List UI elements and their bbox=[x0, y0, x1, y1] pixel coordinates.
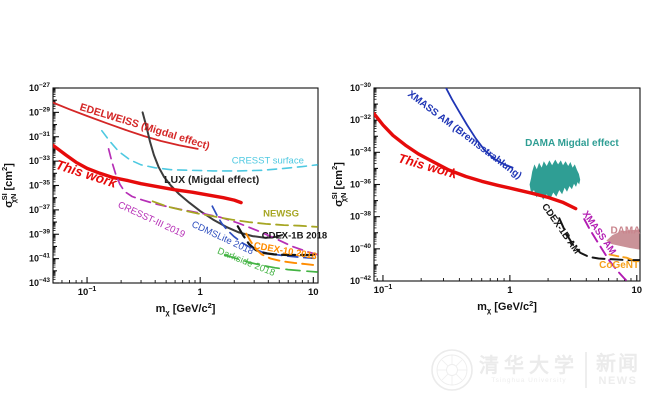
series-cdex-1b-am bbox=[558, 217, 640, 262]
series-this-work-right bbox=[374, 112, 578, 211]
y-tick-label: 10−39 bbox=[29, 228, 50, 239]
series bbox=[53, 101, 318, 273]
y-tick-label: 10−36 bbox=[350, 179, 371, 190]
y-tick-label: 10−34 bbox=[350, 146, 371, 157]
label-cogent: CoGeNT bbox=[599, 260, 639, 271]
y-tick-label: 10−41 bbox=[29, 253, 50, 264]
region-dama bbox=[606, 229, 640, 250]
watermark: 清华大学 Tsinghua University 新闻 NEWS bbox=[430, 344, 645, 396]
y-tick-label: 10−35 bbox=[29, 180, 50, 191]
right-chart-svg: 10−1 1 1010−3010−3210−3410−3610−3810−4010−… bbox=[330, 82, 642, 315]
series-xmass-brems bbox=[445, 88, 514, 169]
y-tick-label: 10−27 bbox=[29, 82, 50, 93]
y-tick-label: 10−43 bbox=[29, 277, 50, 288]
watermark-news-cn: 新闻 bbox=[596, 352, 640, 375]
y-axis-ticks: 10−27 10−29 10−31 10−33 10−35 10−37 10−39 10−41… bbox=[29, 82, 59, 288]
series-edelweiss bbox=[53, 101, 199, 150]
x-axis-ticks: 10−1 1 10 bbox=[61, 277, 319, 298]
x-tick-label: 10 bbox=[631, 285, 642, 296]
right-exclusion-plot: 10−1 1 10 10−30 10−32 10−34 10−36 10−38 10−40 10−… bbox=[325, 75, 650, 325]
y-tick-label: 10−29 bbox=[29, 106, 50, 117]
label-cdex-1b-2018: CDEX-1B 2018 bbox=[262, 231, 327, 242]
label-dama: DAMA bbox=[610, 226, 640, 237]
series-cresst-surface bbox=[101, 129, 318, 172]
label-edelweiss: EDELWEISS (Migdal effect) bbox=[78, 101, 211, 152]
y-axis-title: σSIχN [cm2] bbox=[0, 163, 18, 208]
series-cdex-10 bbox=[245, 232, 318, 267]
label-this-work-right: This work bbox=[397, 150, 460, 181]
series-lux bbox=[141, 111, 284, 239]
watermark-university-en: Tsinghua University bbox=[491, 377, 567, 385]
tsinghua-seal-icon bbox=[431, 349, 473, 391]
watermark-university-cn: 清华大学 bbox=[479, 353, 579, 378]
series-cogent bbox=[608, 253, 634, 262]
label-dama-migdal: DAMA Migdal effect bbox=[525, 138, 619, 149]
y-tick-label: 10−38 bbox=[350, 211, 371, 222]
label-lux: LUX (Migdal effect) bbox=[164, 174, 259, 186]
series-cdmslite bbox=[211, 205, 318, 260]
x-tick-label: 1 bbox=[507, 285, 513, 296]
y-tick-label: 10−37 bbox=[29, 204, 50, 215]
y-tick-label: 10−40 bbox=[350, 243, 371, 254]
y-tick-label: 10−30 bbox=[350, 82, 371, 93]
x-tick-label: 10−1 bbox=[78, 286, 97, 298]
series-newsg bbox=[151, 200, 318, 228]
x-tick-label: 10−1 bbox=[374, 284, 393, 296]
x-axis-ticks: 10−1 1 10 bbox=[374, 275, 642, 296]
series-cdex-1b-2018 bbox=[236, 225, 318, 257]
label-newsg: NEWSG bbox=[263, 209, 299, 220]
x-tick-label: 1 bbox=[198, 287, 204, 298]
regions bbox=[529, 159, 640, 250]
series-this-work-left bbox=[53, 143, 243, 205]
curve-labels: XMASS AM (Bremsstrahlung)This workCDEX-1… bbox=[397, 89, 641, 271]
y-tick-label: 10−32 bbox=[350, 114, 371, 125]
watermark-news-en: NEWS bbox=[598, 374, 638, 387]
watermark-divider bbox=[585, 352, 587, 388]
curve-labels: EDELWEISS (Migdal effect) CRESST surface L… bbox=[54, 101, 327, 279]
y-tick-label: 10−31 bbox=[29, 131, 50, 142]
label-cresst-surface: CRESST surface bbox=[232, 156, 304, 167]
series-darkside bbox=[223, 254, 318, 273]
y-tick-label: 10−42 bbox=[350, 275, 371, 286]
x-tick-label: 10 bbox=[308, 287, 319, 298]
label-this-work-left: This work bbox=[54, 157, 120, 191]
left-chart-svg: 10−1 1 1010−2710−2910−3110−3310−3510−3710−… bbox=[0, 82, 327, 317]
x-axis-title: mχ [GeV/c2] bbox=[156, 301, 216, 317]
plot-frame bbox=[373, 87, 641, 282]
series-xmass-am bbox=[583, 218, 629, 281]
series bbox=[374, 88, 640, 281]
region-dama-migdal bbox=[529, 159, 581, 200]
x-axis-title: mχ [GeV/c2] bbox=[477, 299, 537, 315]
y-axis-title: σSIχN [cm2] bbox=[330, 162, 348, 207]
left-exclusion-plot: 10−1 1 10 10−27 10−29 10−31 10−33 10−35 10−37 10−… bbox=[0, 75, 340, 325]
y-tick-label: 10−33 bbox=[29, 155, 50, 166]
label-cresst-iii: CRESST-III 2019 bbox=[116, 200, 187, 241]
y-axis-ticks: 10−30 10−32 10−34 10−36 10−38 10−40 10−42 bbox=[350, 82, 380, 286]
